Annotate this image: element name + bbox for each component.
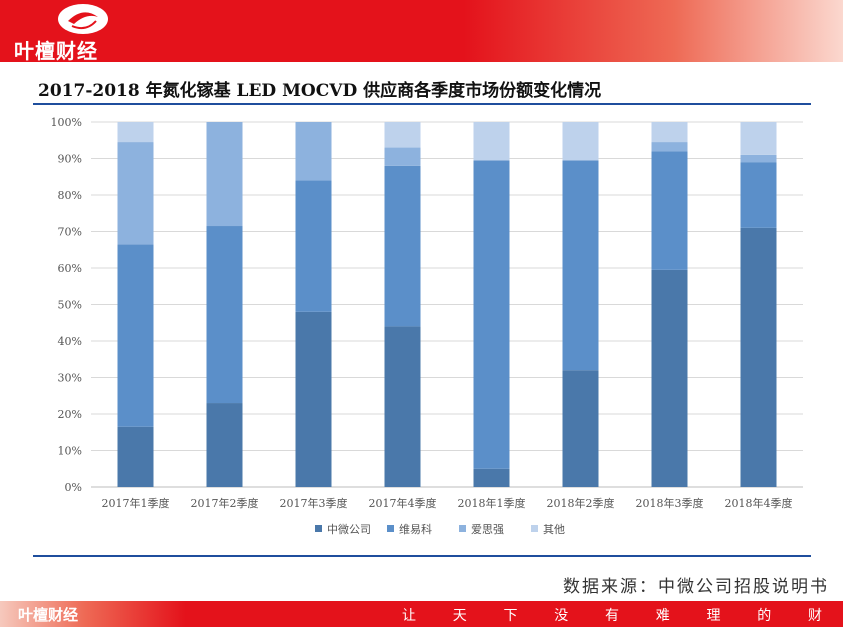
x-tick-label: 2017年1季度 (102, 496, 170, 510)
bar-segment (117, 142, 154, 245)
logo-emblem-icon (58, 4, 108, 34)
chart-bottom-divider (33, 555, 811, 557)
slogan-char: 财 (808, 608, 822, 624)
slogan-char: 理 (706, 608, 721, 624)
y-tick-label: 90% (58, 153, 82, 166)
legend-label: 爱思强 (471, 523, 504, 536)
bar-segment (295, 122, 332, 181)
y-tick-label: 50% (58, 299, 82, 312)
legend-label: 维易科 (399, 522, 432, 536)
bar-segment (740, 122, 777, 155)
legend-label: 中微公司 (327, 522, 371, 536)
bar-segment (384, 165, 421, 327)
bar-segment (384, 326, 421, 487)
bar-segment (295, 180, 332, 312)
bar-segment (473, 468, 510, 487)
footer-logo[interactable]: 叶檀财经 (18, 606, 79, 624)
bar-segment (740, 154, 777, 163)
slogan-char: 天 (452, 608, 467, 624)
brand-logo-text: 叶檀财经 (14, 39, 98, 63)
bar-segment (295, 311, 332, 487)
source-note: 数据来源：中微公司招股说明书 (563, 577, 829, 597)
x-tick-label: 2018年2季度 (547, 496, 615, 510)
bar-segment (384, 122, 421, 148)
bar-segment (117, 244, 154, 427)
bar-segment (562, 122, 599, 161)
bar-segment (651, 151, 688, 270)
bar-segment (562, 370, 599, 487)
legend-swatch (387, 525, 394, 532)
y-tick-label: 100% (51, 116, 82, 129)
bar-segment (206, 226, 243, 404)
chart-area: 0% 10% 20% 30% 40% 50% 60% 70% 80% 90% 100% 2017年1季… (33, 108, 811, 556)
bar-segment (562, 160, 599, 371)
slogan-char: 的 (757, 608, 772, 624)
legend-swatch (459, 525, 466, 532)
y-tick-label: 0% (65, 481, 82, 494)
slogan-char: 下 (503, 608, 518, 624)
legend-label: 其他 (543, 523, 565, 536)
x-tick-label: 2017年2季度 (191, 496, 259, 510)
slogan-char: 有 (605, 608, 619, 624)
y-tick-label: 20% (58, 408, 82, 421)
footer-bar: 叶檀财经 让 天 下 没 有 难 理 的 财 (0, 601, 843, 627)
bar-segment (651, 142, 688, 152)
bar-segment (651, 122, 688, 143)
y-tick-label: 10% (58, 445, 82, 458)
y-tick-label: 30% (58, 372, 82, 385)
y-tick-label: 60% (58, 262, 82, 275)
legend-swatch (531, 525, 538, 532)
x-tick-label: 2018年4季度 (725, 496, 793, 510)
bar-segment (473, 122, 510, 161)
bar-segment (740, 227, 777, 487)
slogan-char: 让 (402, 608, 416, 624)
title-divider (33, 103, 811, 105)
x-tick-label: 2018年1季度 (458, 496, 526, 510)
slogan-char: 难 (655, 608, 670, 624)
header-bar: 叶檀财经 (0, 0, 843, 63)
x-tick-label: 2017年4季度 (369, 496, 437, 510)
x-tick-label: 2018年3季度 (636, 496, 704, 510)
bar-segment (384, 147, 421, 166)
y-tick-label: 80% (58, 189, 82, 202)
x-tick-label: 2017年3季度 (280, 496, 348, 510)
bar-segment (740, 162, 777, 228)
bar-segment (117, 426, 154, 487)
legend-swatch (315, 525, 322, 532)
stacked-bar-chart: 0% 10% 20% 30% 40% 50% 60% 70% 80% 90% 100% 2017年1季… (51, 116, 803, 536)
slogan-char: 没 (554, 608, 569, 624)
y-tick-label: 40% (58, 335, 82, 348)
brand-logo[interactable]: 叶檀财经 (10, 4, 180, 63)
y-tick-label: 70% (58, 226, 82, 239)
page-title: 2017-2018 年氮化镓基 LED MOCVD 供应商各季度市场份额变化情况 (38, 81, 602, 101)
bar-segment (206, 122, 243, 227)
bar-segment (473, 160, 510, 469)
bar-segment (117, 122, 154, 143)
bar-segment (651, 269, 688, 487)
footer-slogan: 让 天 下 没 有 难 理 的 财 (402, 605, 822, 625)
bar-segment (206, 403, 243, 487)
